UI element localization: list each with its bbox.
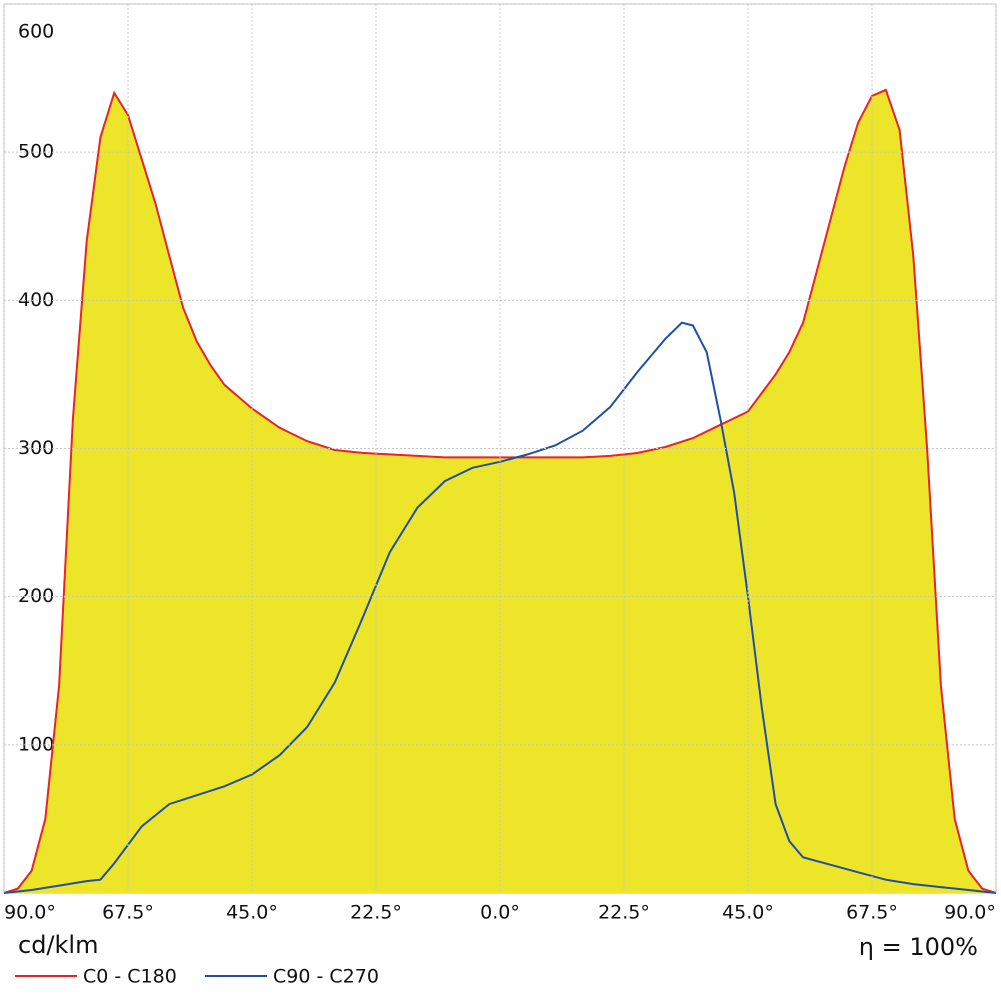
x-tick-label: 22.5° xyxy=(598,902,650,924)
x-tick-label: 45.0° xyxy=(226,902,278,924)
legend-label: C0 - C180 xyxy=(83,966,177,988)
x-tick-label: 45.0° xyxy=(722,902,774,924)
line xyxy=(3,321,997,894)
y-unit: cd/klm xyxy=(18,931,98,959)
x-tick-label: 67.5° xyxy=(846,902,898,924)
grid xyxy=(3,3,997,893)
efficiency: η = 100% xyxy=(859,933,978,961)
x-tick-label: 67.5° xyxy=(102,902,154,924)
x-tick-label: 22.5° xyxy=(350,902,402,924)
x-tick-label: 0.0° xyxy=(480,902,520,924)
legend-label: C90 - C270 xyxy=(273,966,379,988)
x-tick-label: 90.0° xyxy=(4,902,56,924)
x-tick-label: 90.0° xyxy=(944,902,996,924)
y-tick-label: 600 xyxy=(18,21,54,43)
